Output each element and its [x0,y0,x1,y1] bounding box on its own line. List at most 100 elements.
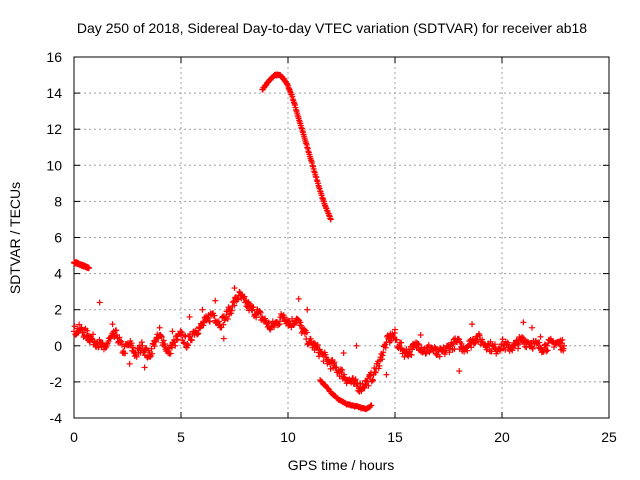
data-point-main-cluster [158,333,165,340]
data-point-main-cluster [118,338,125,345]
data-point-main-cluster [133,353,140,360]
data-point-main-cluster [256,308,263,315]
data-point-main-cluster [537,344,544,351]
data-point-main-cluster [491,341,498,348]
data-point-bumps [156,324,163,331]
data-point-main-cluster [461,348,468,355]
data-point-main-cluster [380,349,387,356]
data-point-main-cluster [514,340,521,347]
data-point-main-cluster [378,356,385,363]
data-point-main-cluster [382,344,389,351]
data-point-main-cluster [195,324,202,331]
data-point-main-cluster [409,346,416,353]
data-point-main-cluster [443,347,450,354]
x-tick-label: 25 [601,429,617,445]
x-tick-label: 15 [387,429,403,445]
data-point-main-cluster [518,333,525,340]
data-point-bumps [109,321,116,328]
data-point-main-cluster [337,366,344,373]
data-point-main-cluster [303,329,310,336]
data-point-main-cluster [369,377,376,384]
data-point-main-cluster [509,347,516,354]
data-point-main-cluster [529,344,536,351]
data-point-main-cluster [341,371,348,378]
data-point-main-cluster [448,341,455,348]
data-point-main-cluster [73,330,80,337]
data-point-main-cluster [393,336,400,343]
data-point-main-cluster [415,340,422,347]
data-point-main-cluster [351,377,358,384]
data-point-main-cluster [211,312,218,319]
data-point-bumps [528,324,535,331]
data-point-main-cluster [504,339,511,346]
data-point-main-cluster [369,376,376,383]
data-point-main-cluster [515,341,522,348]
data-point-bumps [392,326,398,333]
y-tick-label: 4 [54,266,62,282]
data-point-main-cluster [216,321,223,328]
data-point-main-cluster [310,339,317,346]
data-point-main-cluster [139,342,146,349]
data-point-main-cluster [257,309,264,316]
x-tick-label: 5 [177,429,185,445]
data-point-main-cluster [147,353,154,360]
grid [74,57,609,418]
data-point-main-cluster [339,366,346,373]
data-point-bumps [340,350,347,357]
data-point-bumps [520,319,527,326]
data-point-bumps [383,371,390,378]
data-point-main-cluster [333,364,340,371]
data-point-main-cluster [151,343,158,350]
x-tick-label: 20 [494,429,510,445]
data-point-main-cluster [543,348,550,355]
data-point-main-cluster [122,350,129,357]
data-point-main-cluster [161,341,168,348]
data-point-main-cluster [138,339,145,346]
data-point-main-cluster [441,351,448,358]
data-point-bumps [141,364,148,371]
data-point-main-cluster [464,347,471,354]
data-point-main-cluster [194,331,201,338]
data-point-main-cluster [174,336,181,343]
data-point-bumps [469,321,476,328]
data-point-main-cluster [320,358,327,365]
x-axis-label: GPS time / hours [288,457,395,473]
data-point-main-cluster [236,288,243,295]
data-point-main-cluster [359,380,366,387]
data-point-main-cluster [180,339,187,346]
y-tick-label: 12 [46,121,62,137]
x-tick-label: 0 [70,429,78,445]
data-point-main-cluster [224,315,231,322]
data-point-main-cluster [451,345,458,352]
chart-title: Day 250 of 2018, Sidereal Day-to-day VTE… [77,20,587,36]
data-point-main-cluster [479,336,486,343]
data-point-main-cluster [544,347,551,354]
y-tick-label: 2 [54,302,62,318]
data-point-main-cluster [173,337,180,344]
data-point-main-cluster [515,345,522,352]
y-tick-label: 14 [46,85,62,101]
data-point-main-cluster [148,345,155,352]
data-point-main-cluster [529,345,536,352]
data-point-main-cluster [177,328,184,335]
data-point-main-cluster [188,337,195,344]
data-point-main-cluster [543,342,550,349]
data-point-main-cluster [113,327,120,334]
data-point-main-cluster [220,321,227,328]
data-point-main-cluster [262,315,269,322]
data-point-main-cluster [372,369,379,376]
data-point-main-cluster [149,350,156,357]
data-point-main-cluster [178,328,185,335]
data-point-main-cluster [488,348,495,355]
data-point-main-cluster [152,338,159,345]
y-tick-label: 0 [54,338,62,354]
data-point-main-cluster [169,344,176,351]
data-point-main-cluster [249,307,256,314]
data-point-main-cluster [336,373,343,380]
data-point-main-cluster [235,296,242,303]
data-point-main-cluster [128,340,135,347]
data-point-main-cluster [231,302,238,309]
data-point-main-cluster [250,304,257,311]
data-point-main-cluster [361,384,368,391]
